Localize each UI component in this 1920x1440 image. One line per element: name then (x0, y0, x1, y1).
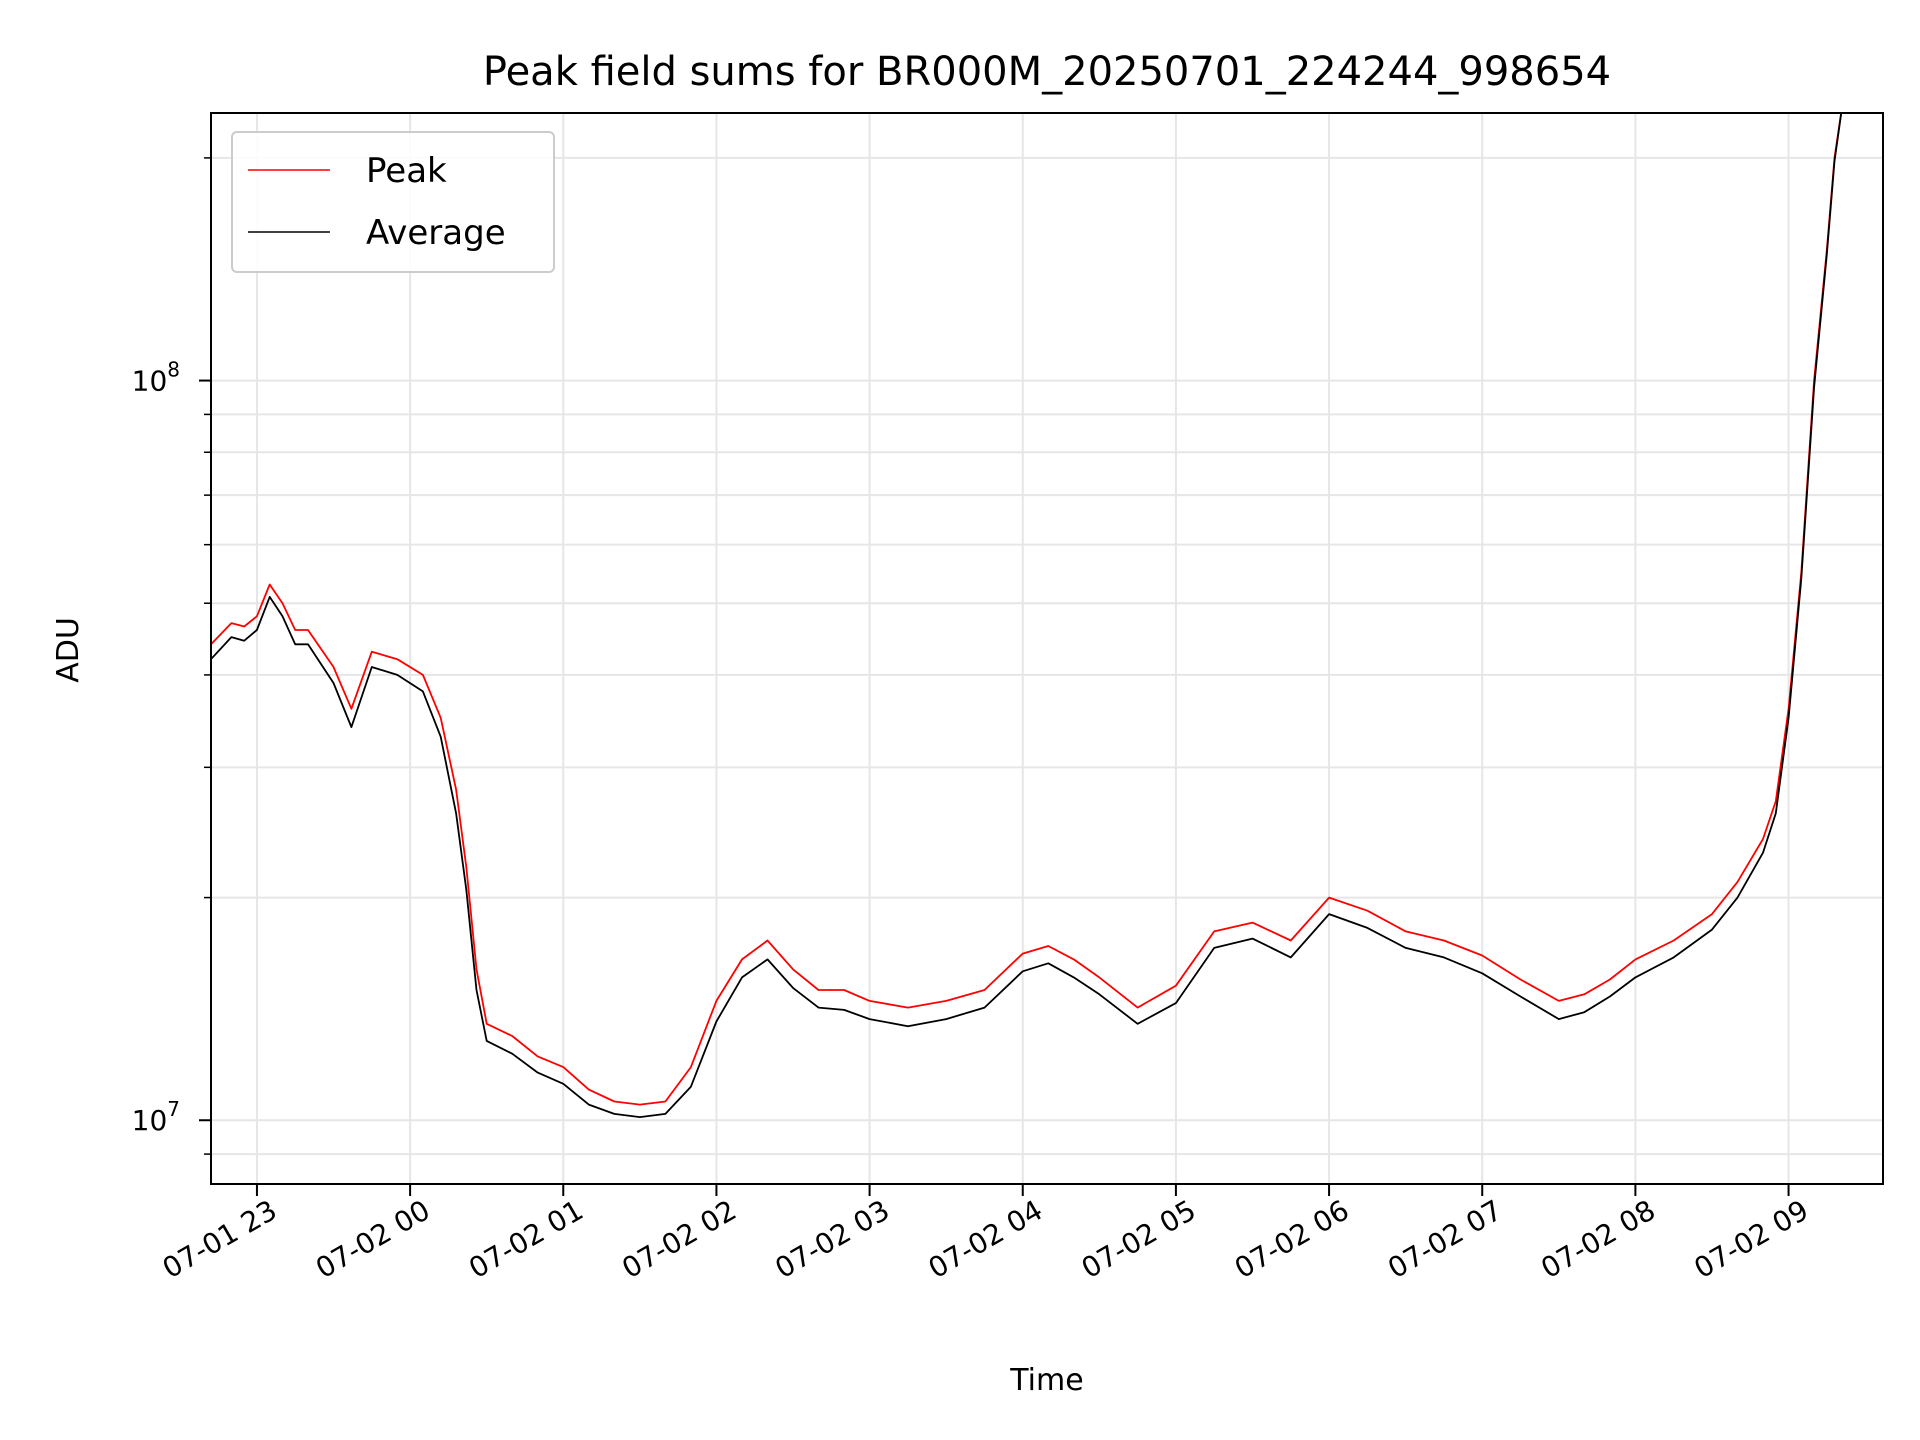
legend-average-label: Average (366, 213, 506, 253)
average-series-line (211, 113, 1843, 1118)
y-axis-title: ADU (51, 617, 86, 683)
grid (211, 113, 1883, 1184)
y-tick-label: 108 (132, 358, 180, 398)
legend-peak-label: Peak (366, 151, 447, 191)
y-tick-label: 107 (132, 1097, 180, 1137)
chart-title: Peak field sums for BR000M_20250701_2242… (483, 49, 1611, 95)
x-axis-title: Time (1009, 1363, 1083, 1398)
plot-frame (210, 112, 1884, 1185)
peak-series-line (211, 113, 1843, 1106)
legend: Peak Average (231, 131, 555, 273)
legend-frame (231, 131, 555, 273)
series-layer (211, 113, 1843, 1118)
